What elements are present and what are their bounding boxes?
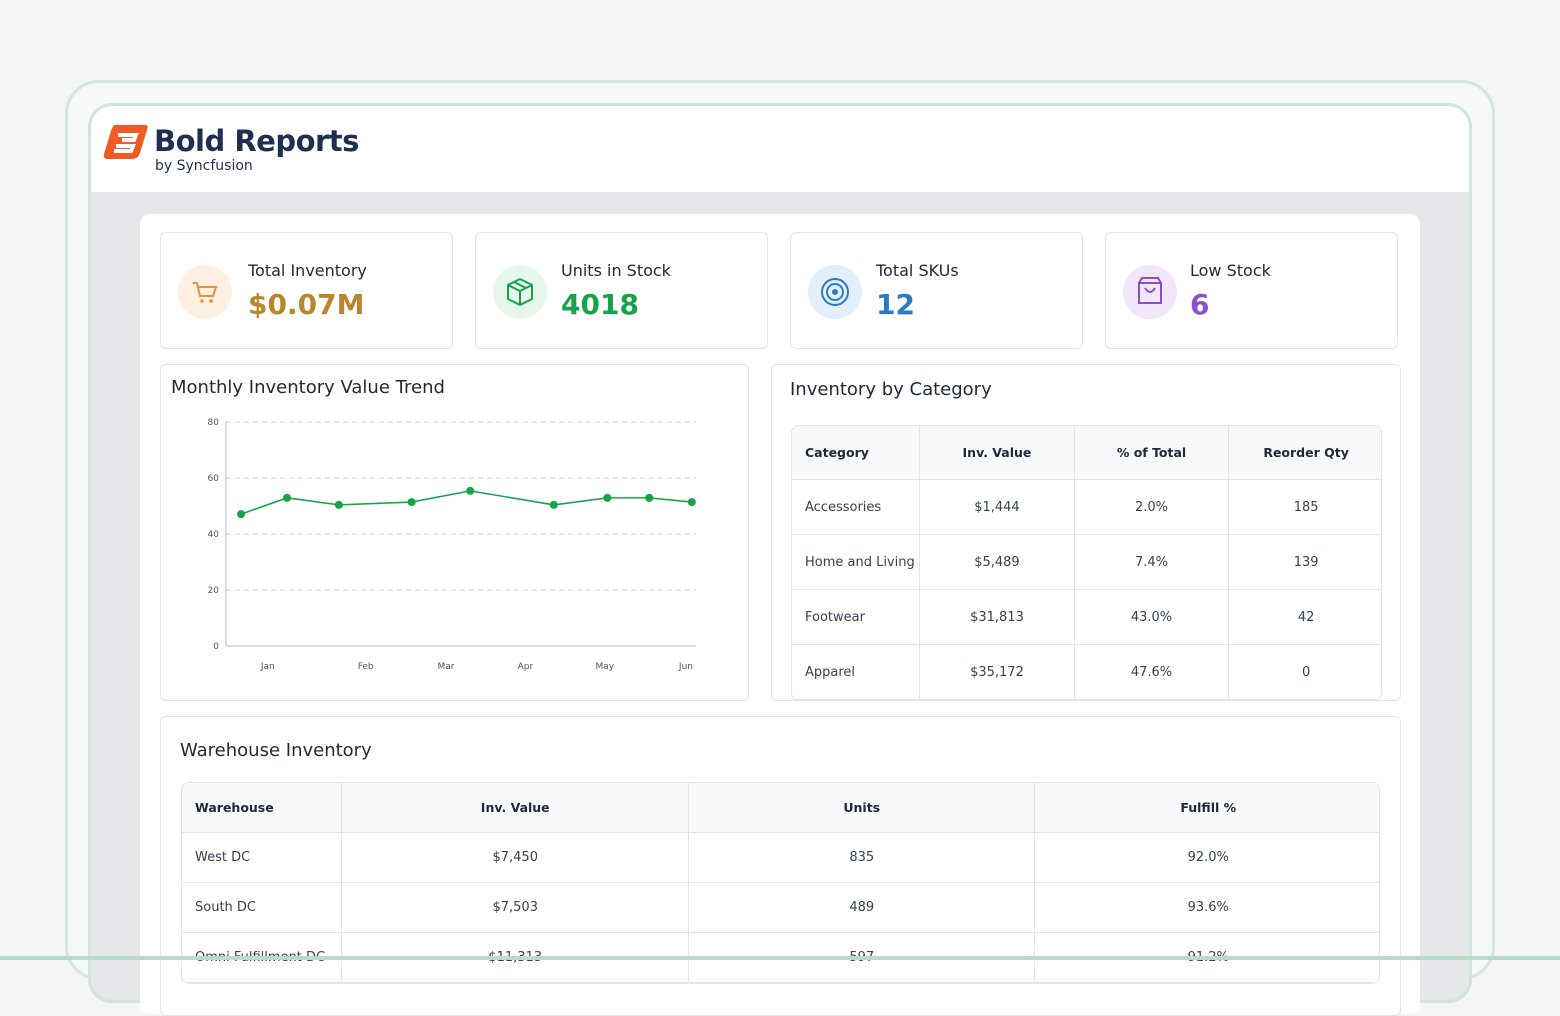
kpi-label: Total Inventory — [248, 261, 367, 280]
point — [549, 500, 558, 509]
column-header: Category — [792, 426, 921, 480]
table-cell: 185 — [1229, 480, 1381, 535]
page: Bold Reports by Syncfusion Total Invento… — [0, 80, 1560, 1016]
table-row: South DC $7,503 489 93.6% — [182, 883, 1379, 933]
line — [240, 490, 692, 515]
category-card: Inventory by Category Category Inv. Value… — [771, 364, 1401, 701]
table-cell: $7,450 — [342, 833, 690, 883]
table-wrap: Category Inv. Value% of Total Reorder Qty A… — [791, 425, 1382, 701]
table-cell: $1,444 — [920, 480, 1075, 535]
kpi-card: Units in Stock 4018 — [475, 232, 768, 349]
warehouse-table: Warehouse Inv. Value Units Fulfill % West DC… — [182, 783, 1379, 983]
y-tick-label: 80 — [208, 418, 220, 428]
table-row: Accessories $1,444 2.0% 185 — [792, 480, 1381, 535]
logo-title: Bold Reports — [154, 124, 359, 158]
table-cell: 92.0% — [1035, 833, 1379, 883]
table-wrap: Warehouse Inv. Value Units Fulfill % West DC… — [181, 782, 1380, 984]
bottom-edge — [0, 956, 1560, 960]
header-row: Category Inv. Value% of Total Reorder Qty — [792, 426, 1381, 480]
logo-subtitle: by Syncfusion — [155, 158, 253, 174]
column-header: Inv. Value — [920, 426, 1075, 480]
point — [603, 493, 612, 502]
point — [283, 493, 292, 502]
kpi-value: 12 — [876, 288, 915, 321]
table-cell: $31,813 — [920, 590, 1075, 645]
header: Bold Reports by Syncfusion — [91, 106, 1469, 192]
kpi-label: Units in Stock — [561, 261, 671, 280]
kpi-card: Total Inventory $0.07M — [160, 232, 453, 349]
table-cell: 7.4% — [1074, 535, 1230, 590]
kpi-value: 4018 — [561, 288, 639, 321]
point — [334, 500, 343, 509]
kpi-icon — [178, 265, 232, 319]
x-tick-label: May — [596, 662, 615, 672]
y-tick-label: 0 — [213, 642, 219, 652]
chart: 0 20 40 60 80 Jan Feb Mar Apr May Jun — [208, 418, 696, 672]
column-header: Warehouse — [182, 783, 343, 833]
table-cell: West DC — [182, 833, 343, 883]
chart-card: Monthly Inventory Value Trend 0 20 40 60 80 J… — [160, 364, 749, 701]
table-cell: 139 — [1229, 535, 1381, 590]
y-tick-label: 60 — [208, 474, 220, 484]
header-row: Warehouse Inv. Value Units Fulfill % — [182, 783, 1379, 833]
point — [466, 486, 475, 495]
kpi-value: 6 — [1190, 288, 1210, 321]
point — [645, 493, 654, 502]
logo-icon — [103, 125, 148, 159]
table-cell: Home and Living — [792, 535, 921, 590]
kpi-label: Low Stock — [1190, 261, 1271, 280]
x-tick-label: Jun — [678, 662, 693, 672]
column-header: Fulfill % — [1035, 783, 1379, 833]
kpi-card: Low Stock 6 — [1105, 232, 1398, 349]
warehouse-card: Warehouse Inventory Warehouse Inv. Value U… — [160, 716, 1401, 1016]
y-tick-label: 40 — [208, 530, 220, 540]
point — [407, 498, 416, 507]
column-header: % of Total — [1074, 426, 1230, 480]
table-row: West DC $7,450 835 92.0% — [182, 833, 1379, 883]
x-tick-label: Jan — [260, 662, 275, 672]
kpi-card: Total SKUs 12 — [790, 232, 1083, 349]
x-tick-label: Feb — [358, 662, 374, 672]
table-row: Home and Living $5,489 7.4% 139 — [792, 535, 1381, 590]
column-header: Inv. Value — [342, 783, 690, 833]
column-header: Units — [689, 783, 1036, 833]
table-cell: 43.0% — [1074, 590, 1230, 645]
table-row: Footwear $31,813 43.0% 42 — [792, 590, 1381, 645]
table-cell: 47.6% — [1074, 645, 1230, 700]
column-header: Reorder Qty — [1229, 426, 1381, 480]
kpi-icon — [493, 265, 547, 319]
table-cell: 93.6% — [1035, 883, 1379, 933]
category-table: Category Inv. Value% of Total Reorder Qty A… — [792, 426, 1381, 700]
kpi-value: $0.07M — [248, 288, 365, 321]
kpi-icon — [1123, 265, 1177, 319]
table-cell: Apparel — [792, 645, 921, 700]
table-cell: Footwear — [792, 590, 921, 645]
table-cell: 835 — [689, 833, 1036, 883]
table-cell: $35,172 — [920, 645, 1075, 700]
table-cell: 42 — [1229, 590, 1381, 645]
table-cell: Accessories — [792, 480, 921, 535]
point — [237, 510, 246, 519]
kpi-label: Total SKUs — [876, 261, 959, 280]
table-cell: $7,503 — [342, 883, 690, 933]
table-title: Warehouse Inventory — [180, 740, 372, 761]
table-cell: 2.0% — [1074, 480, 1230, 535]
table-row: Apparel $35,172 47.6% 0 — [792, 645, 1381, 700]
point — [687, 498, 696, 507]
table-title: Inventory by Category — [790, 379, 992, 400]
table-cell: $5,489 — [920, 535, 1075, 590]
x-tick-label: Apr — [518, 662, 534, 672]
y-tick-label: 20 — [208, 586, 220, 596]
table-cell: 489 — [689, 883, 1036, 933]
x-tick-label: Mar — [437, 662, 454, 672]
chart-title: Monthly Inventory Value Trend — [171, 377, 445, 398]
kpi-icon — [808, 265, 862, 319]
table-cell: 0 — [1229, 645, 1381, 700]
table-cell: South DC — [182, 883, 343, 933]
